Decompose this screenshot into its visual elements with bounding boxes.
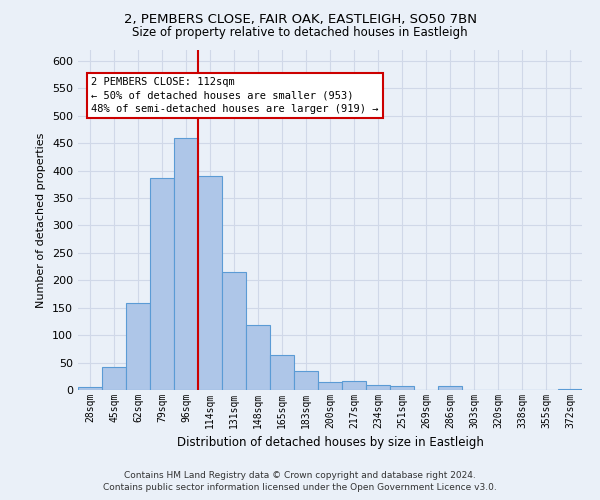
Bar — [342, 381, 366, 390]
Y-axis label: Number of detached properties: Number of detached properties — [37, 132, 46, 308]
X-axis label: Distribution of detached houses by size in Eastleigh: Distribution of detached houses by size … — [176, 436, 484, 450]
Bar — [126, 303, 150, 390]
Bar — [390, 386, 414, 390]
Bar — [222, 272, 246, 390]
Bar — [102, 367, 126, 390]
Bar — [246, 326, 270, 390]
Text: 2, PEMBERS CLOSE, FAIR OAK, EASTLEIGH, SO50 7BN: 2, PEMBERS CLOSE, FAIR OAK, EASTLEIGH, S… — [124, 12, 476, 26]
Bar — [366, 384, 390, 390]
Bar — [294, 371, 318, 390]
Bar — [270, 356, 294, 390]
Text: 2 PEMBERS CLOSE: 112sqm
← 50% of detached houses are smaller (953)
48% of semi-d: 2 PEMBERS CLOSE: 112sqm ← 50% of detache… — [91, 78, 379, 114]
Bar — [150, 178, 174, 390]
Bar — [174, 138, 198, 390]
Bar — [558, 389, 582, 390]
Bar — [78, 388, 102, 390]
Bar — [198, 176, 222, 390]
Bar — [438, 386, 462, 390]
Text: Size of property relative to detached houses in Eastleigh: Size of property relative to detached ho… — [132, 26, 468, 39]
Bar — [318, 382, 342, 390]
Text: Contains HM Land Registry data © Crown copyright and database right 2024.
Contai: Contains HM Land Registry data © Crown c… — [103, 471, 497, 492]
